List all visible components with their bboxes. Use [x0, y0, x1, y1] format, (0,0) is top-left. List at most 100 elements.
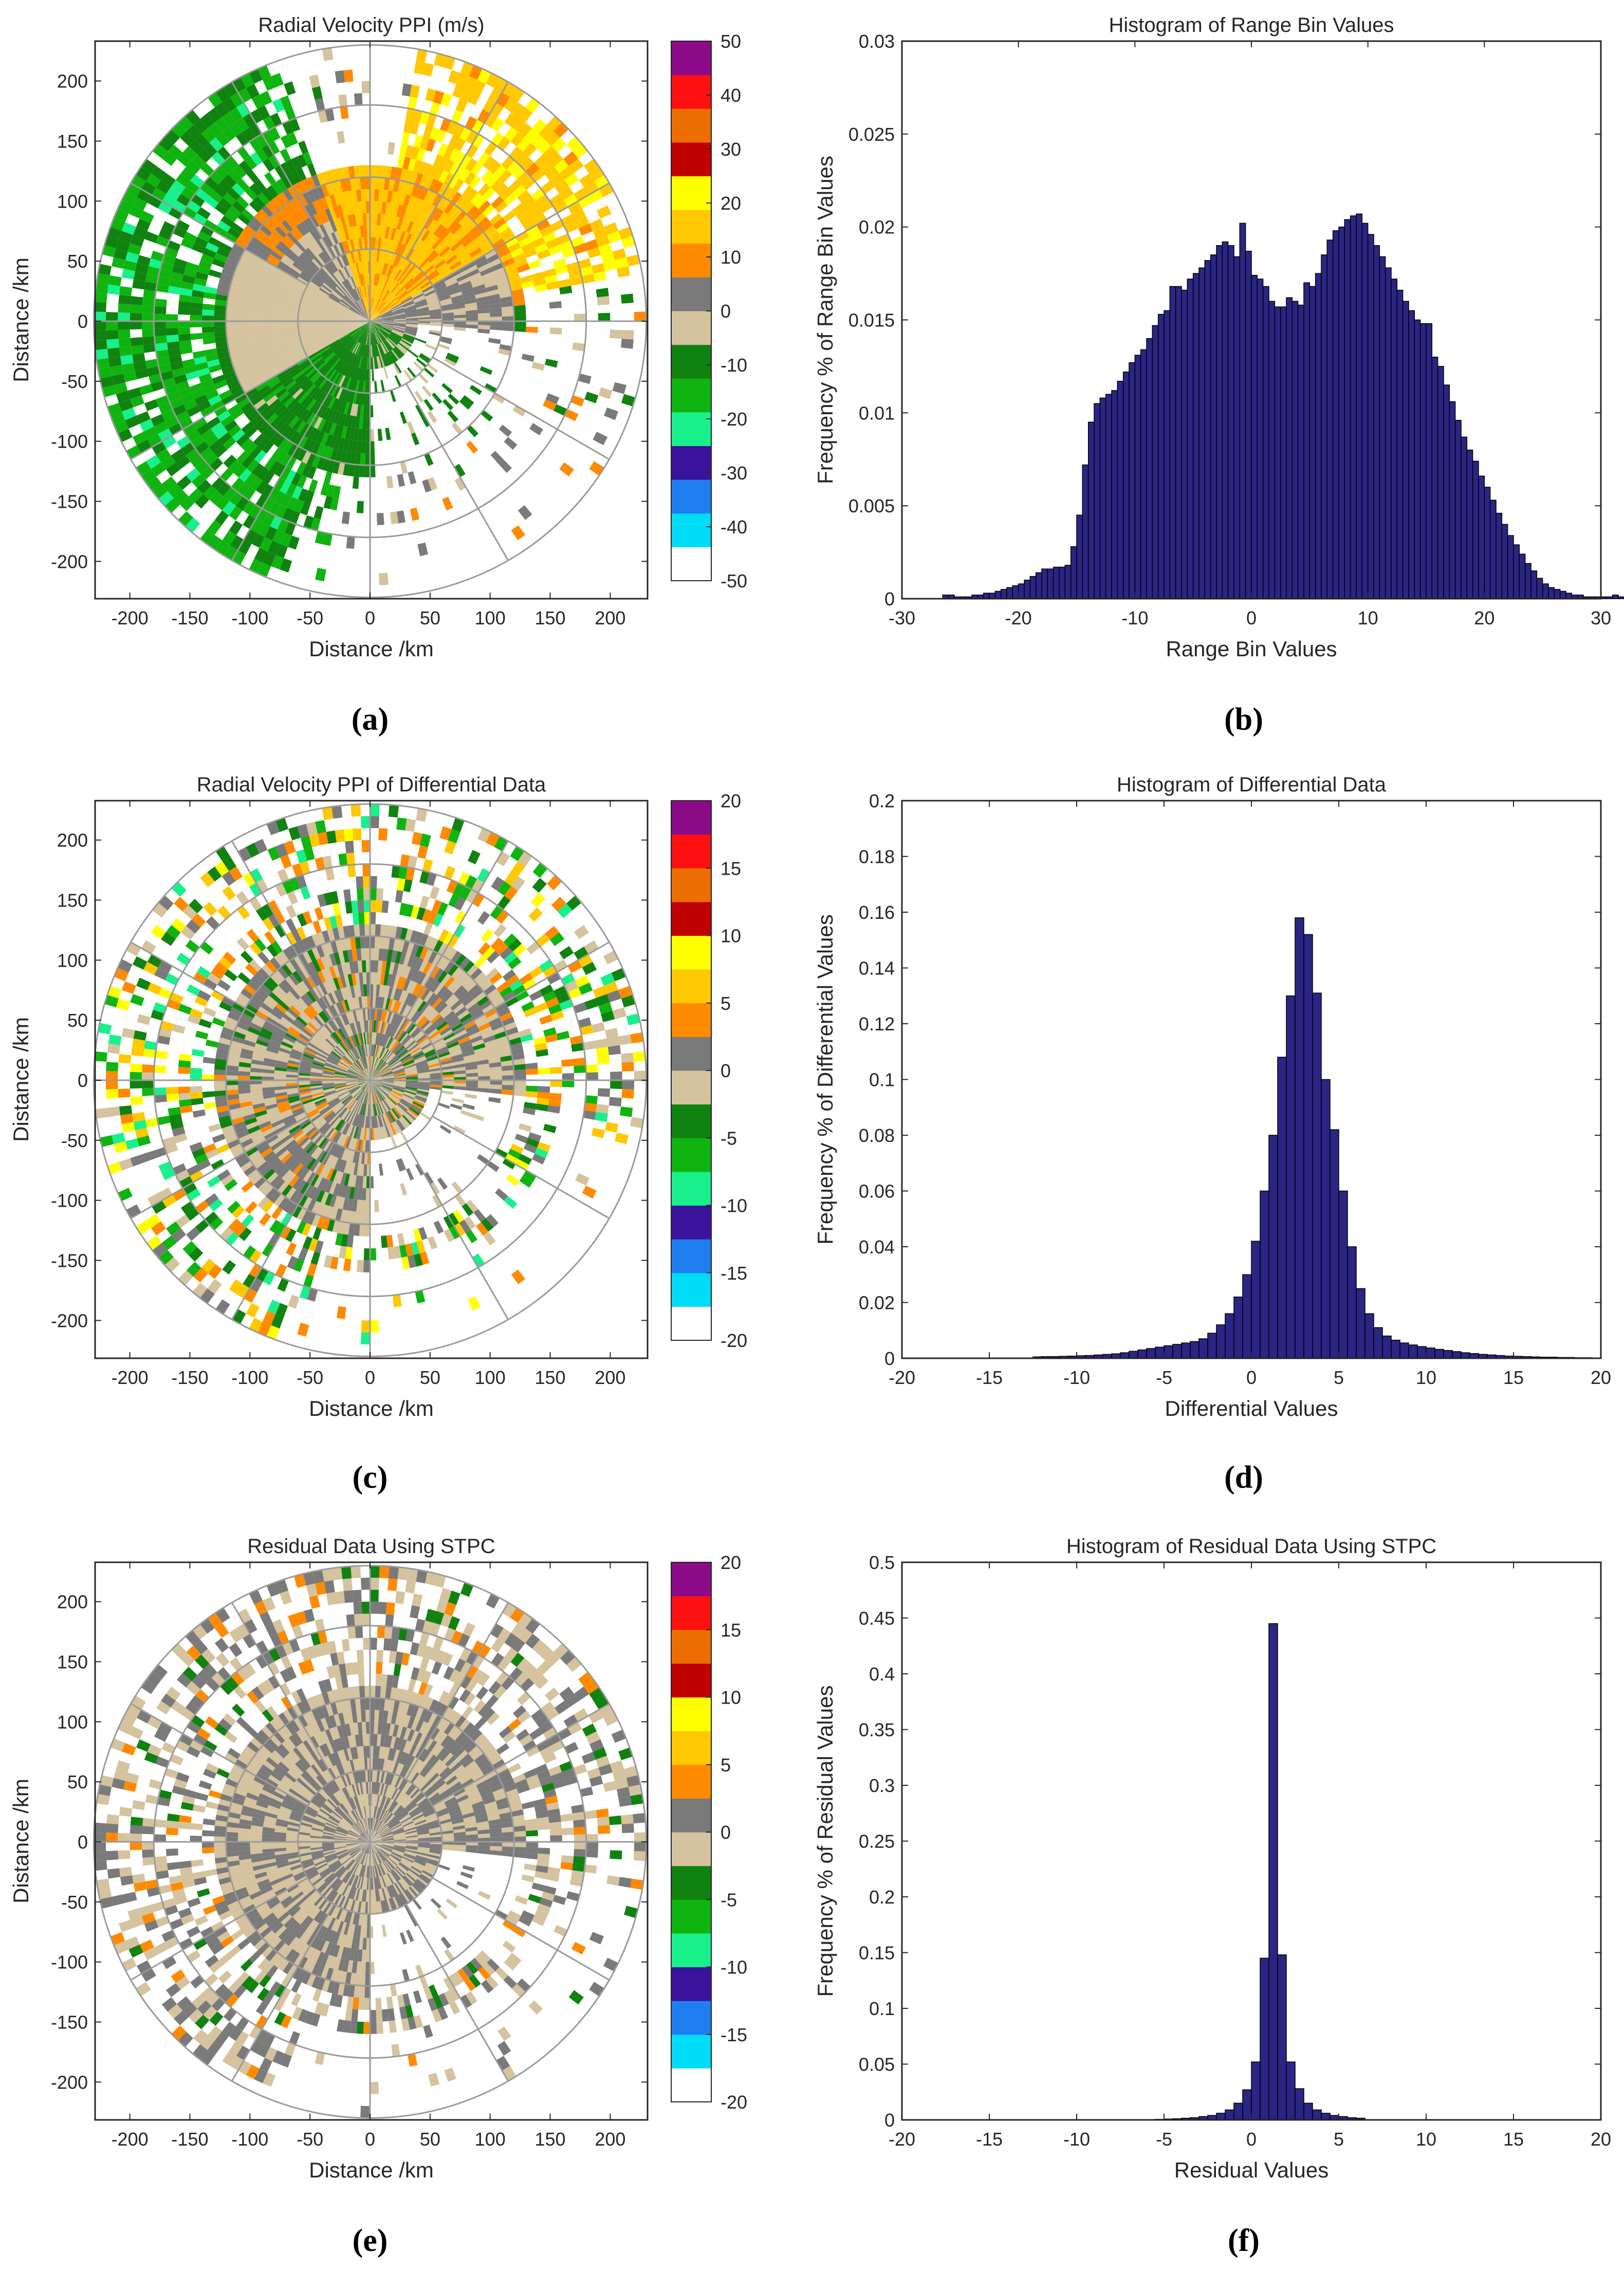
ppi-cell — [387, 999, 394, 1011]
ppi-cell — [361, 368, 365, 381]
ppi-cell — [361, 273, 365, 286]
ppi-cell — [327, 299, 339, 306]
ppi-cell — [162, 254, 176, 265]
ppi-cell — [287, 383, 299, 394]
ppi-cell — [142, 336, 155, 345]
ppi-cell — [365, 249, 368, 262]
ppi-cell — [440, 301, 452, 306]
ppi-cell — [521, 354, 534, 362]
ppi-cell — [325, 248, 334, 261]
ppi-cell — [377, 262, 381, 274]
ppi-cell — [226, 316, 238, 321]
ppi-cell — [344, 390, 350, 402]
ppi-cell — [281, 453, 292, 467]
ppi-cell — [441, 309, 454, 314]
ppi-cell — [313, 242, 323, 253]
ppi-cell — [378, 329, 387, 339]
ppi-cell — [612, 382, 626, 394]
ppi-cell — [250, 304, 263, 310]
ppi-cell — [338, 331, 349, 338]
ppi-cell — [532, 119, 547, 134]
ppi-cell — [287, 443, 298, 457]
ppi-cell — [405, 316, 418, 319]
ppi-cell — [512, 165, 526, 179]
ppi-cell — [405, 323, 418, 326]
ppi-cell — [370, 912, 376, 925]
ppi-cell — [200, 225, 214, 237]
ppi-cell — [347, 252, 354, 264]
ppi-cell — [469, 384, 482, 395]
ppi-cell — [437, 289, 449, 297]
ppi-cell — [271, 447, 283, 461]
ppi-cell — [410, 287, 421, 296]
ppi-cell — [367, 285, 370, 298]
ppi-cell — [208, 534, 223, 550]
colorbar-swatch — [671, 412, 711, 446]
ppi-cell — [376, 300, 382, 311]
ppi-cell — [296, 406, 307, 419]
ppi-cell — [100, 376, 114, 388]
ppi-cell — [310, 215, 320, 228]
ppi-cell — [130, 235, 144, 247]
azimuth-spoke — [130, 182, 308, 286]
ppi-cell — [381, 324, 394, 328]
ppi-cell — [162, 377, 176, 388]
histogram-bar — [1024, 580, 1031, 599]
ppi-cell — [307, 440, 317, 453]
histogram-bar — [1431, 357, 1438, 599]
ppi-cell — [204, 176, 218, 190]
ppi-cell — [453, 304, 466, 310]
histogram-bar — [1105, 394, 1112, 599]
ppi-cell — [399, 231, 406, 244]
ppi-cell — [387, 297, 398, 306]
ppi-cell — [136, 411, 151, 424]
ppi-cell — [365, 298, 368, 310]
ppi-cell — [403, 278, 414, 288]
ppi-cell — [347, 415, 354, 428]
ppi-cell — [383, 276, 390, 288]
ppi-cell — [363, 1248, 370, 1261]
colorbar-tick-label: -50 — [721, 570, 747, 592]
ppi-cell — [237, 397, 251, 409]
ppi-cell — [375, 924, 381, 937]
ppi-cell — [385, 353, 393, 364]
ppi-cell — [276, 341, 289, 348]
ppi-cell — [442, 399, 454, 411]
histogram-bar — [1408, 310, 1415, 599]
ppi-cell — [379, 343, 385, 355]
ppi-cell — [194, 394, 208, 405]
ppi-cell — [502, 232, 516, 244]
ppi-cell — [495, 200, 508, 213]
ppi-cell — [384, 354, 391, 365]
ppi-cell — [365, 441, 370, 454]
ppi-cell — [474, 288, 487, 295]
ppi-cell — [234, 393, 248, 404]
ppi-cell — [250, 317, 262, 321]
histogram-bar — [1606, 596, 1613, 599]
ppi-cell — [260, 388, 273, 399]
ppi-cell — [178, 307, 191, 315]
ppi-cell — [292, 211, 303, 224]
ppi-cell — [304, 345, 316, 353]
ppi-cell — [394, 269, 402, 281]
ppi-cell — [263, 221, 275, 233]
ppi-cell — [332, 461, 340, 474]
ppi-cell — [306, 231, 317, 244]
ppi-cell — [436, 262, 448, 272]
ppi-cell — [450, 192, 462, 205]
ppi-cell — [299, 306, 311, 311]
ppi-cell — [400, 258, 409, 270]
ppi-cell — [94, 311, 106, 321]
ppi-cell — [298, 238, 308, 250]
ppi-cell — [226, 326, 238, 331]
ppi-cell — [379, 306, 389, 314]
ppi-cell — [610, 1080, 622, 1089]
ppi-cell — [366, 309, 370, 321]
ppi-cell — [388, 298, 399, 307]
ppi-cell — [346, 324, 359, 328]
histogram-bar — [1029, 576, 1037, 599]
ppi-cell — [365, 310, 370, 321]
ppi-cell — [465, 158, 478, 172]
ppi-cell — [380, 997, 385, 1009]
ppi-cell — [191, 194, 205, 207]
